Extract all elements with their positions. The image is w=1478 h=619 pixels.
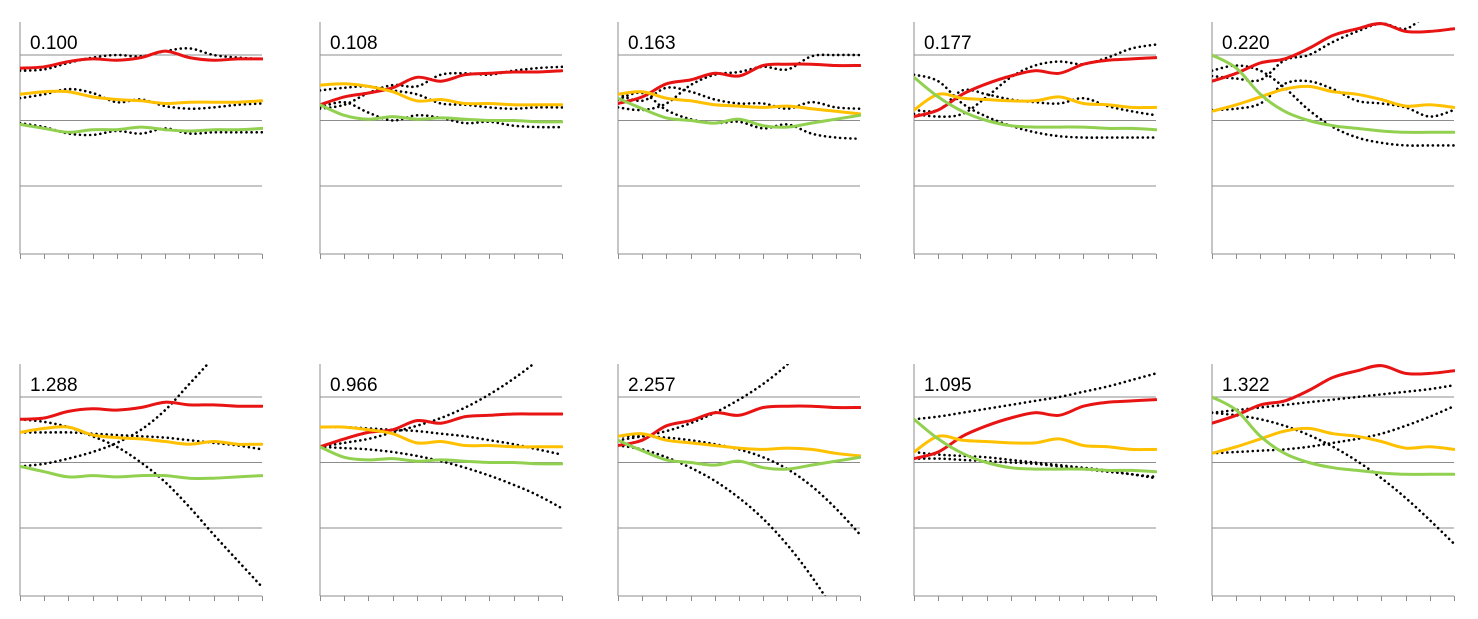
yellow-series-line xyxy=(1212,426,1455,455)
red-series-line xyxy=(914,398,1157,461)
dotted-curve-3 xyxy=(914,73,1157,139)
yellow-series-line xyxy=(1212,84,1455,113)
panel-4: 0.177 xyxy=(913,22,1157,259)
red-series-line xyxy=(914,56,1157,119)
red-series-line xyxy=(1212,22,1455,83)
panel-label: 0.100 xyxy=(30,33,78,54)
series-group xyxy=(20,46,263,137)
panel-label: 0.108 xyxy=(330,33,378,54)
red-series-line xyxy=(618,404,861,447)
series-group xyxy=(1212,364,1455,545)
dotted-curve-1 xyxy=(320,65,563,110)
yellow-series-line xyxy=(20,89,263,106)
series-group xyxy=(1212,22,1455,147)
panel-label: 0.163 xyxy=(628,33,676,54)
series-group xyxy=(618,364,861,596)
dotted-curve-3 xyxy=(20,431,263,451)
series-group xyxy=(320,364,563,510)
dotted-curve-3 xyxy=(20,121,263,137)
series-group xyxy=(20,364,263,589)
series-group xyxy=(914,43,1157,139)
panel-9: 1.095 xyxy=(913,364,1157,601)
yellow-series-line xyxy=(20,425,263,446)
series-group xyxy=(618,53,861,141)
panel-3: 0.163 xyxy=(617,22,861,259)
red-series-line xyxy=(20,49,263,70)
yellow-series-line xyxy=(914,434,1157,454)
red-series-line xyxy=(618,62,861,105)
panel-1: 0.100 xyxy=(19,22,263,259)
green-series-line xyxy=(1212,395,1455,476)
green-series-line xyxy=(914,75,1157,132)
panel-label: 2.257 xyxy=(628,375,676,396)
dotted-curve-2 xyxy=(618,444,827,596)
dotted-curve-1 xyxy=(914,43,1157,118)
green-series-line xyxy=(320,445,563,466)
series-group xyxy=(320,65,563,129)
green-series-line xyxy=(618,438,861,471)
series-group xyxy=(914,372,1157,480)
dotted-curve-2 xyxy=(320,445,563,510)
panel-10: 1.322 xyxy=(1211,364,1455,601)
dotted-curve-2 xyxy=(914,88,1157,117)
dotted-curve-1 xyxy=(320,364,536,449)
dotted-curve-1 xyxy=(20,364,210,468)
panel-label: 1.288 xyxy=(30,375,78,396)
panel-5: 0.220 xyxy=(1211,22,1455,259)
dotted-curve-3 xyxy=(618,91,861,141)
green-series-line xyxy=(618,96,861,129)
yellow-series-line xyxy=(618,432,861,458)
dotted-curve-2 xyxy=(20,418,263,589)
dotted-curve-1 xyxy=(914,372,1157,421)
green-series-line xyxy=(320,103,563,124)
panel-2: 0.108 xyxy=(319,22,563,259)
green-series-line xyxy=(20,464,263,480)
red-series-line xyxy=(1212,364,1455,425)
panel-label: 1.322 xyxy=(1222,375,1270,396)
dotted-curve-1 xyxy=(618,53,861,112)
green-series-line xyxy=(914,417,1157,474)
red-series-line xyxy=(320,412,563,449)
dotted-curve-2 xyxy=(1212,404,1455,455)
panel-label: 0.966 xyxy=(330,375,378,396)
panel-7: 0.966 xyxy=(319,364,563,601)
yellow-series-line xyxy=(320,425,563,449)
red-series-line xyxy=(20,400,263,421)
yellow-series-line xyxy=(914,92,1157,112)
panel-label: 0.220 xyxy=(1222,33,1270,54)
green-series-line xyxy=(1212,53,1455,134)
dotted-curve-3 xyxy=(1212,411,1455,545)
yellow-series-line xyxy=(320,82,563,107)
yellow-series-line xyxy=(618,90,861,116)
red-series-line xyxy=(320,69,563,107)
dotted-curve-3 xyxy=(914,450,1157,480)
dotted-curve-2 xyxy=(914,457,1157,479)
panel-label: 0.177 xyxy=(924,33,972,54)
panel-8: 2.257 xyxy=(617,364,861,601)
dotted-curve-1 xyxy=(618,364,790,442)
panel-label: 1.095 xyxy=(924,375,972,396)
green-series-line xyxy=(20,122,263,134)
dotted-curve-2 xyxy=(1212,79,1455,118)
dotted-curve-2 xyxy=(618,86,861,111)
panel-6: 1.288 xyxy=(19,364,263,601)
dotted-curve-1 xyxy=(1212,22,1420,83)
